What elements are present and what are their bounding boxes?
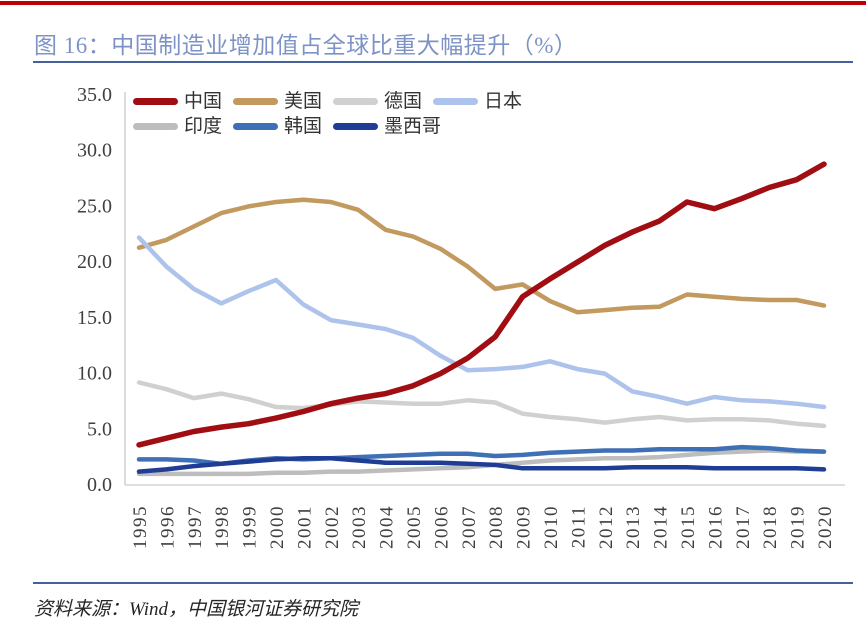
series-line-china bbox=[136, 161, 827, 448]
x-tick-label: 2014 bbox=[651, 505, 672, 549]
series-line-germany bbox=[136, 380, 827, 429]
legend-item-japan: 日本 bbox=[433, 92, 533, 111]
x-tick-label: 1999 bbox=[240, 505, 261, 549]
legend-swatch-mexico bbox=[333, 123, 378, 130]
x-tick-label: 2016 bbox=[705, 505, 726, 549]
legend-item-korea: 韩国 bbox=[233, 117, 333, 136]
legend-label-usa: 美国 bbox=[284, 91, 323, 112]
x-tick-label: 2018 bbox=[760, 505, 781, 549]
title-divider bbox=[33, 61, 853, 63]
legend-swatch-usa bbox=[233, 98, 278, 105]
chart-legend-row-1: 中国 美国 德国 日本 bbox=[133, 92, 533, 111]
x-tick-label: 2002 bbox=[322, 505, 343, 549]
legend-label-mexico: 墨西哥 bbox=[384, 116, 442, 137]
chart-legend-row-2: 印度 韩国 墨西哥 bbox=[133, 117, 441, 136]
legend-label-korea: 韩国 bbox=[284, 116, 323, 137]
x-tick-label: 1997 bbox=[185, 505, 206, 549]
x-tick-label: 2013 bbox=[623, 505, 644, 549]
legend-label-japan: 日本 bbox=[484, 91, 523, 112]
x-tick-label: 2020 bbox=[815, 505, 836, 549]
legend-item-india: 印度 bbox=[133, 117, 233, 136]
y-tick-label: 20.0 bbox=[77, 251, 112, 273]
legend-label-china: 中国 bbox=[184, 91, 223, 112]
legend-swatch-china bbox=[133, 98, 178, 105]
source-text: 资料来源：Wind，中国银河证券研究院 bbox=[34, 599, 359, 620]
legend-swatch-japan bbox=[433, 98, 478, 105]
x-tick-label: 2019 bbox=[788, 505, 809, 549]
y-tick-label: 30.0 bbox=[77, 140, 112, 162]
legend-item-usa: 美国 bbox=[233, 92, 333, 111]
legend-swatch-korea bbox=[233, 123, 278, 130]
x-tick-label: 1995 bbox=[130, 505, 151, 549]
x-tick-label: 2000 bbox=[267, 505, 288, 549]
y-tick-label: 15.0 bbox=[77, 307, 112, 329]
legend-swatch-germany bbox=[333, 98, 378, 105]
figure-title: 图 16：中国制造业增加值占全球比重大幅提升（%） bbox=[34, 33, 578, 58]
y-tick-label: 10.0 bbox=[77, 363, 112, 385]
legend-item-china: 中国 bbox=[133, 92, 233, 111]
x-tick-label: 2015 bbox=[678, 505, 699, 549]
series-line-usa bbox=[136, 197, 827, 315]
top-accent-line bbox=[0, 1, 866, 5]
x-tick-label: 2011 bbox=[568, 505, 589, 548]
x-tick-label: 2001 bbox=[294, 505, 315, 549]
legend-swatch-india bbox=[133, 123, 178, 130]
chart-canvas: 0.0 5.0 10.0 15.0 20.0 25.0 30.0 35.0 1995 1996 19… bbox=[77, 84, 845, 549]
y-tick-label: 0.0 bbox=[87, 474, 112, 496]
y-tick-label: 25.0 bbox=[77, 195, 112, 217]
x-tick-label: 2008 bbox=[486, 505, 507, 549]
legend-item-mexico: 墨西哥 bbox=[333, 117, 441, 136]
x-tick-label: 2010 bbox=[541, 505, 562, 549]
x-tick-label: 2006 bbox=[431, 505, 452, 549]
x-tick-label: 2005 bbox=[404, 505, 425, 549]
x-tick-label: 2004 bbox=[377, 505, 398, 549]
x-tick-label: 2012 bbox=[596, 505, 617, 549]
source-divider bbox=[33, 582, 853, 584]
series-line-japan bbox=[136, 235, 827, 410]
legend-label-india: 印度 bbox=[184, 116, 223, 137]
series-line-mexico bbox=[136, 456, 827, 474]
x-tick-label: 2009 bbox=[514, 505, 535, 549]
x-tick-label: 1996 bbox=[157, 505, 178, 549]
legend-label-germany: 德国 bbox=[384, 91, 423, 112]
x-tick-label: 1998 bbox=[212, 505, 233, 549]
x-tick-label: 2007 bbox=[459, 505, 480, 549]
legend-item-germany: 德国 bbox=[333, 92, 433, 111]
y-tick-label: 35.0 bbox=[77, 84, 112, 106]
y-tick-label: 5.0 bbox=[87, 418, 112, 440]
line-chart: 0.0 5.0 10.0 15.0 20.0 25.0 30.0 35.0 1995 1996 19… bbox=[0, 84, 866, 584]
x-tick-label: 2003 bbox=[349, 505, 370, 549]
x-tick-label: 2017 bbox=[733, 505, 754, 549]
